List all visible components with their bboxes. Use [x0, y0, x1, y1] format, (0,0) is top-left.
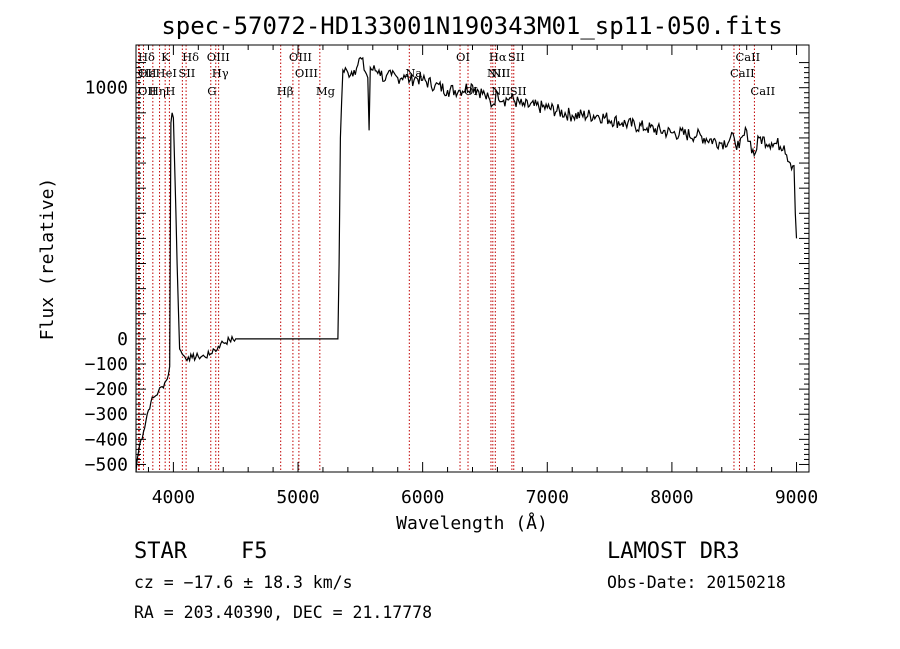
y-tick-label: 0 [117, 329, 128, 350]
spectral-line-label: G [207, 84, 216, 98]
y-tick-label: −300 [85, 404, 128, 425]
spectral-line-label: SII [178, 66, 195, 80]
spectral-line-label: Hε [139, 66, 155, 80]
spectral-line-label: OIII [207, 50, 230, 64]
spectral-line-label: HeI [156, 66, 177, 80]
spectral-line-label: Hδ [138, 50, 155, 64]
spectral-line-label: NII [491, 66, 510, 80]
redshift-readout: cz = −17.6 ± 18.3 km/s [134, 573, 353, 592]
x-tick-label: 4000 [152, 487, 195, 508]
y-tick-label: −400 [85, 429, 128, 450]
spectral-line-label: SII [510, 84, 527, 98]
obs-date: Obs-Date: 20150218 [607, 573, 786, 592]
x-axis-label: Wavelength (Å) [396, 512, 548, 534]
spectral-line-label: OI [464, 84, 478, 98]
x-tick-label: 8000 [650, 487, 693, 508]
spectral-line-label: NII [487, 66, 506, 80]
x-tick-label: 5000 [276, 487, 319, 508]
spectral-line-label: OII [138, 66, 157, 80]
y-tick-label: 1000 [85, 78, 128, 99]
spectral-line-label: Hδ [182, 50, 199, 64]
spectral-line-label: K [161, 50, 170, 64]
spectral-line-label: OIII [289, 50, 312, 64]
spectral-line-label: Mg [316, 84, 336, 98]
y-axis-label: Flux (relative) [37, 178, 58, 341]
x-tick-label: 6000 [401, 487, 444, 508]
object-subclass: F5 [241, 539, 268, 564]
chart-title: spec-57072-HD133001N190343M01_sp11-050.f… [161, 12, 782, 40]
survey-name: LAMOST DR3 [607, 539, 740, 564]
spectral-line-label: CaII [750, 84, 775, 98]
spectral-line-label: NII [491, 84, 510, 98]
spectral-line-label: OIII [295, 66, 318, 80]
spectral-line-label: SII [508, 50, 525, 64]
spectral-line-label: Hα [489, 50, 507, 64]
spectral-line-markers [137, 45, 755, 472]
spectral-line-label: H [165, 84, 175, 98]
spectral-line-label: CaII [730, 66, 755, 80]
spectral-line-label: OI [456, 50, 470, 64]
plot-frame [135, 44, 810, 473]
y-tick-label: −500 [85, 454, 128, 475]
y-tick-label: −200 [85, 379, 128, 400]
x-tick-label: 7000 [526, 487, 569, 508]
spectral-line-label: Hβ [277, 84, 294, 98]
spectral-line-label: CaII [735, 50, 760, 64]
spectrum-trace [135, 56, 798, 473]
spectral-line-label: Hγ [212, 66, 229, 80]
x-tick-label: 9000 [775, 487, 818, 508]
y-tick-label: −100 [85, 354, 128, 375]
spectral-line-label: Hη [149, 84, 166, 98]
x-axis-ticks: 4000 5000 6000 7000 8000 9000 [147, 45, 818, 508]
coordinates: RA = 203.40390, DEC = 21.17778 [134, 603, 433, 622]
y-axis-ticks: −500 −400 −300 −200 −100 0 1000 [85, 62, 809, 475]
object-class: STAR [134, 539, 187, 564]
spectral-line-label: Na [405, 66, 422, 80]
